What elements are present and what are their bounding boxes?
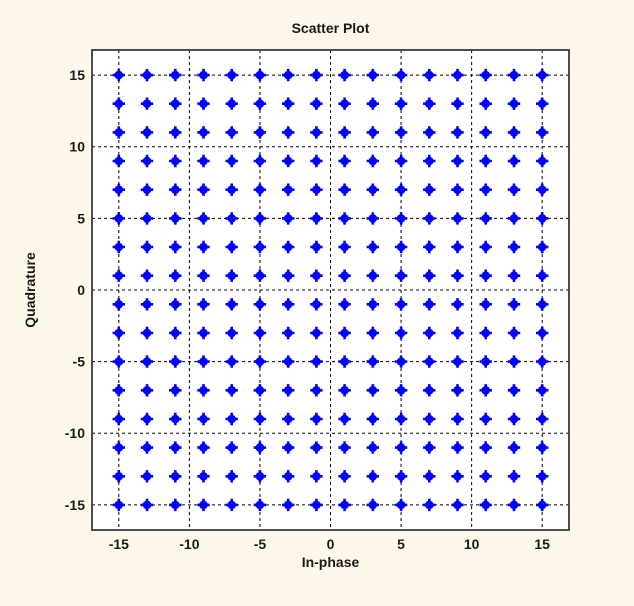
y-tick-label: -15 [65,497,85,513]
x-tick-label: -15 [109,536,129,552]
x-tick-label: 0 [327,536,335,552]
x-axis-label: In-phase [301,554,360,570]
x-tick-label: 15 [534,536,550,552]
y-tick-label: 5 [77,210,85,226]
y-axis-label: Quadrature [22,252,38,328]
y-tick-label: -10 [65,425,85,441]
x-tick-label: -10 [179,536,199,552]
chart-title: Scatter Plot [291,20,370,36]
x-tick-label: 5 [397,536,405,552]
y-tick-label: -5 [73,354,86,370]
x-tick-label: 10 [464,536,480,552]
y-tick-label: 0 [77,282,85,298]
x-tick-label: -5 [254,536,267,552]
axes-box [91,49,570,531]
y-tick-label: 10 [69,139,85,155]
y-tick-label: 15 [69,67,85,83]
